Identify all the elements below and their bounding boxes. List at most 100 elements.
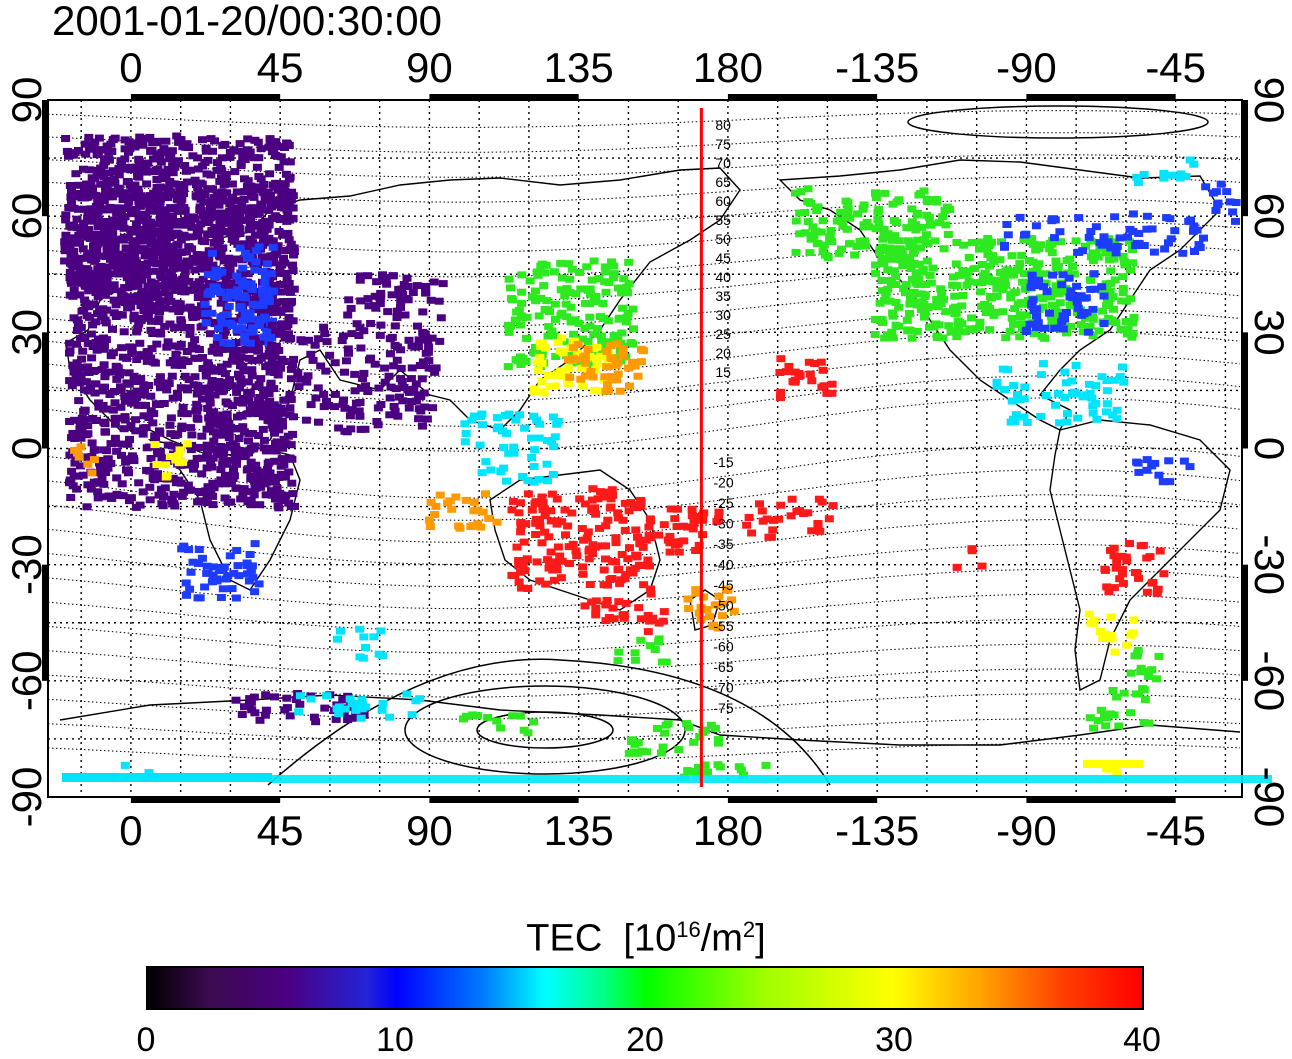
tec-data-cell [104, 156, 114, 164]
tec-data-cell [660, 729, 670, 737]
tec-data-cell [571, 290, 581, 298]
tec-data-cell [516, 528, 526, 536]
tec-data-cell [168, 394, 178, 402]
tec-data-cell [536, 294, 546, 302]
tec-data-cell [949, 304, 958, 312]
tec-data-cell [1091, 249, 1101, 257]
tec-data-cell [1026, 283, 1036, 291]
tec-data-cell [531, 297, 541, 305]
tec-data-cell [630, 501, 640, 509]
tec-data-cell [84, 303, 93, 311]
tec-data-cell [144, 382, 154, 389]
tec-data-cell [551, 558, 561, 566]
tec-data-cell [229, 472, 239, 480]
tec-data-cell [1089, 270, 1099, 278]
tec-data-cell [189, 465, 198, 473]
tec-data-cell [612, 376, 622, 384]
tec-data-cell [225, 441, 235, 449]
tec-data-cell [190, 307, 200, 315]
tec-data-cell [549, 332, 559, 340]
tec-data-cell [112, 474, 122, 482]
tec-data-cell [577, 525, 587, 532]
tec-data-cell [146, 247, 156, 255]
tec-data-cell [807, 377, 817, 385]
tec-data-cell [549, 576, 559, 584]
tec-data-cell [504, 449, 514, 457]
dip-contour [47, 743, 1241, 764]
tec-data-cell [1117, 297, 1127, 305]
tec-data-cell [298, 338, 308, 346]
tec-data-cell [275, 200, 285, 208]
tec-data-cell [205, 330, 215, 338]
tec-data-cell [88, 343, 98, 350]
contour-label: 80 [715, 117, 731, 133]
tec-data-cell [564, 260, 574, 268]
tec-data-cell [1179, 457, 1189, 465]
tec-data-cell [646, 517, 656, 525]
tec-data-cell [513, 357, 523, 365]
tec-data-cell [182, 410, 192, 418]
tec-data-cell [254, 432, 264, 439]
tec-data-cell [239, 292, 249, 300]
tec-data-cell [136, 192, 145, 200]
tec-data-cell [585, 361, 595, 369]
tec-data-cell [435, 491, 445, 499]
tec-data-cell [1097, 241, 1107, 249]
tec-data-cell [74, 255, 84, 263]
tec-data-cell [137, 288, 147, 296]
tec-data-cell [522, 334, 532, 342]
tec-data-cell [673, 505, 682, 513]
tec-data-cell [510, 316, 520, 324]
tec-data-cell [755, 500, 764, 508]
tec-data-cell [906, 265, 916, 272]
tec-data-cell [64, 152, 73, 160]
tec-data-cell [1089, 724, 1099, 732]
tec-data-cell [727, 596, 737, 604]
tec-data-cell [216, 466, 226, 474]
tec-data-cell [1213, 201, 1223, 209]
tec-data-cell [550, 382, 560, 390]
tec-data-cell [747, 529, 757, 537]
tec-data-cell [828, 502, 838, 510]
tec-data-cell [413, 322, 422, 330]
tec-data-cell [220, 494, 230, 502]
tec-data-cell [557, 334, 567, 342]
tec-data-cell [179, 248, 189, 256]
tec-data-cell [1061, 285, 1071, 292]
tec-data-cell [1176, 170, 1186, 178]
tec-data-cell [81, 278, 91, 286]
tec-data-cell [68, 429, 78, 437]
tec-data-cell [492, 518, 502, 526]
tec-data-cell [1106, 613, 1116, 621]
lon-tick-label-bottom: -135 [835, 807, 919, 854]
lon-tick-label-bottom: -90 [996, 807, 1057, 854]
tec-data-cell [176, 356, 186, 364]
tec-data-cell [878, 235, 888, 243]
tec-data-cell [516, 361, 526, 368]
tec-data-cell [427, 334, 437, 342]
tec-data-cell [987, 238, 996, 246]
tec-data-cell [478, 508, 488, 516]
tec-data-cell [183, 481, 193, 489]
tec-data-cell [883, 285, 893, 293]
tec-data-cell [222, 311, 232, 318]
tec-data-cell [580, 500, 590, 508]
tec-data-cell [1055, 324, 1065, 332]
tec-data-cell [160, 289, 170, 297]
tec-data-cell [342, 357, 351, 365]
tec-data-cell [654, 531, 664, 539]
tec-data-cell [514, 306, 524, 314]
tec-data-cell [274, 163, 284, 171]
tec-data-cell [197, 395, 207, 403]
tec-data-cell [123, 267, 133, 275]
tec-data-cell [1129, 314, 1139, 321]
tec-data-cell [205, 287, 215, 295]
tec-data-cell [127, 139, 137, 147]
tec-data-cell [308, 356, 318, 364]
tec-data-cell [466, 523, 476, 530]
tec-data-cell [1007, 314, 1017, 322]
tec-data-cell [395, 291, 405, 299]
tec-data-cell [251, 290, 261, 298]
tec-data-cell [639, 581, 649, 589]
tec-data-cell [659, 521, 669, 529]
